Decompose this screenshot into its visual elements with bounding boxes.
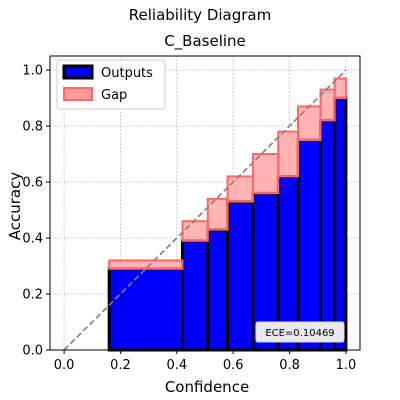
perfect-calibration-line: [63, 69, 347, 351]
legend-outputs-swatch: [62, 64, 94, 80]
x-axis-ticks: 0.0 0.2 0.4 0.6 0.8 1.0: [54, 350, 357, 373]
ece-annotation-text: ECE=0.10469: [265, 328, 334, 339]
outputs-bar: [226, 200, 255, 352]
outputs-bar: [180, 239, 210, 352]
y-tick-label: 0.2: [22, 288, 43, 303]
gap-bar: [319, 88, 336, 122]
x-tick-label: 0.8: [279, 358, 300, 373]
outputs-bar: [333, 96, 348, 352]
y-tick-label: 0.8: [22, 120, 43, 135]
ece-annotation-box: [255, 321, 345, 343]
outputs-bar: [206, 228, 230, 352]
gap-bar: [108, 259, 184, 270]
gap-bar: [226, 175, 254, 203]
x-tick-label: 1.0: [336, 358, 357, 373]
axes-title: C_Baseline: [164, 32, 246, 51]
legend: Outputs Gap: [56, 59, 166, 110]
legend-gap-swatch: [63, 87, 93, 101]
x-tick-label: 0.2: [110, 358, 131, 373]
ece-annotation: ECE=0.10469: [255, 321, 345, 343]
gap-bar: [251, 153, 280, 195]
outputs-bar: [107, 267, 184, 352]
gap-bar: [181, 220, 209, 242]
plot-frame: [49, 55, 361, 351]
y-tick-label: 1.0: [22, 64, 43, 79]
x-axis-label: Confidence: [165, 378, 249, 396]
outputs-bar: [319, 118, 337, 352]
gap-bar: [333, 77, 347, 100]
y-tick-label: 0.4: [22, 232, 43, 247]
gap-bar: [277, 130, 300, 178]
x-tick-label: 0.6: [223, 358, 244, 373]
x-tick-label: 0.4: [166, 358, 187, 373]
x-tick-label: 0.0: [54, 358, 75, 373]
outputs-bar: [296, 138, 323, 352]
legend-gap-label: Gap: [101, 88, 127, 103]
y-axis-ticks: 0.0 0.2 0.4 0.6 0.8 1.0: [22, 64, 50, 359]
legend-outputs-label: Outputs: [101, 66, 153, 81]
y-axis-label: Accuracy: [6, 172, 24, 241]
gap-bar: [206, 197, 229, 231]
gap-bar: [297, 105, 322, 141]
y-tick-label: 0.6: [22, 176, 43, 191]
figure-title: Reliability Diagram: [129, 6, 271, 24]
y-tick-label: 0.0: [22, 344, 43, 359]
